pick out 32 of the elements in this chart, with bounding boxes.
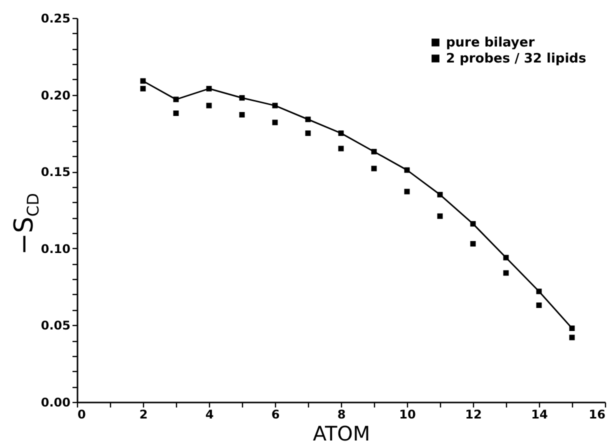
y-tick-label: 0.05 [40, 318, 70, 333]
y-tick-label: 0.00 [40, 396, 70, 410]
y-tick-label: 0.20 [40, 88, 70, 102]
y-tick-label: 0.10 [40, 242, 70, 256]
point [338, 146, 344, 152]
point [305, 130, 311, 136]
x-tick-label: 6 [271, 408, 280, 422]
point [272, 120, 278, 126]
x-tick-label: 12 [465, 408, 482, 422]
y-tick-label: 0.15 [40, 165, 70, 180]
point [371, 166, 377, 172]
point [437, 213, 443, 219]
point [470, 241, 476, 247]
x-axis-title: ATOM [312, 422, 370, 446]
point [239, 112, 245, 118]
x-tick-label: 8 [337, 408, 346, 422]
x-tick-label: 10 [399, 408, 416, 422]
x-tick-label: 14 [531, 408, 548, 422]
legend-label: pure bilayer [446, 36, 536, 50]
point [173, 110, 179, 116]
point [206, 102, 212, 108]
legend-label: 2 probes / 32 lipids [446, 52, 586, 66]
x-tick-label: 2 [139, 408, 148, 422]
x-tick-label: 0 [78, 408, 86, 422]
point [404, 188, 410, 194]
y-tick-label: 0.25 [40, 12, 70, 26]
point [503, 270, 509, 276]
point [536, 302, 542, 308]
x-tick-label: 16 [588, 408, 606, 422]
point [569, 334, 575, 340]
point [140, 86, 146, 92]
x-tick-label: 4 [205, 408, 214, 422]
